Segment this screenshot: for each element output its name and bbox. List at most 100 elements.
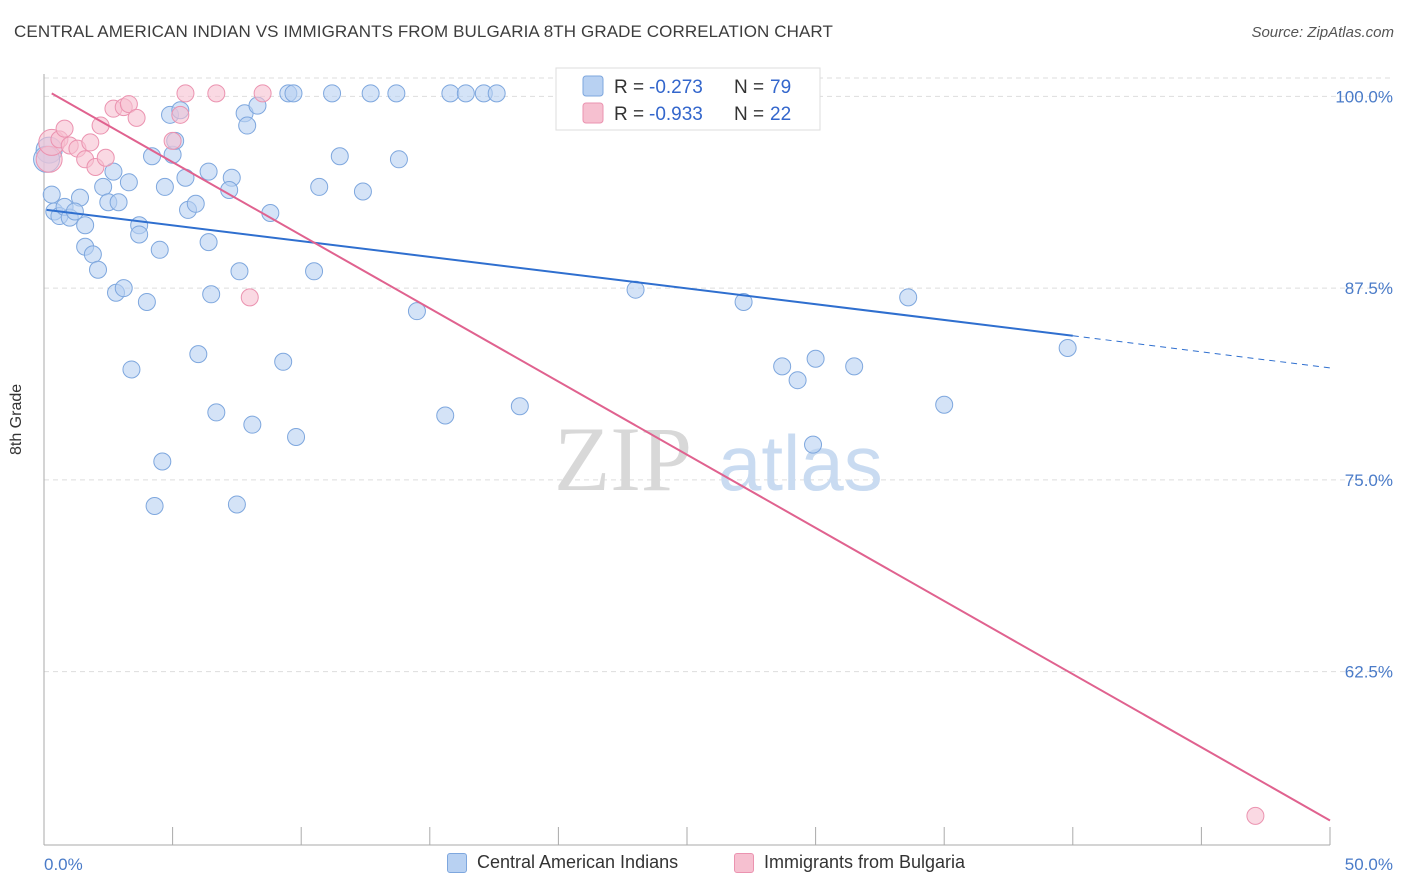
point-central-american-indians-69 xyxy=(773,357,792,376)
gridlines xyxy=(44,77,1392,673)
y-tick-label-2: 87.5% xyxy=(1345,279,1393,298)
point-bulgaria-15 xyxy=(163,131,182,150)
legend-r-value-1: -0.273 xyxy=(649,77,703,98)
point-central-american-indians-68 xyxy=(734,292,753,311)
watermark-atlas: atlas xyxy=(718,419,883,507)
point-central-american-indians-18 xyxy=(122,360,141,379)
point-central-american-indians-70 xyxy=(788,371,807,390)
trend-line-central-american-indians-extension xyxy=(1072,335,1331,369)
bottom-legend-swatch-pink xyxy=(734,852,754,873)
point-central-american-indians-50 xyxy=(284,84,303,103)
point-central-american-indians-34 xyxy=(189,345,208,364)
point-central-american-indians-35 xyxy=(199,162,218,181)
chart-title: CENTRAL AMERICAN INDIAN VS IMMIGRANTS FR… xyxy=(14,22,833,41)
point-central-american-indians-7 xyxy=(76,216,95,235)
axes xyxy=(43,74,1331,846)
point-central-american-indians-54 xyxy=(323,84,342,103)
point-bulgaria-14 xyxy=(127,108,146,127)
bottom-legend-item-bulgaria[interactable]: Immigrants from Bulgaria xyxy=(734,852,965,873)
point-bulgaria-16 xyxy=(171,105,190,124)
legend-r-value-2: -0.933 xyxy=(649,104,703,125)
point-central-american-indians-25 xyxy=(153,452,172,471)
point-bulgaria-13 xyxy=(119,95,138,114)
trend-line-central-american-indians xyxy=(46,208,1073,337)
bottom-legend: Central American Indians Immigrants from… xyxy=(0,852,1406,878)
point-central-american-indians-42 xyxy=(230,262,249,281)
legend-n-label-2: N = xyxy=(734,104,764,125)
legend-r-label-1: R = xyxy=(614,77,644,98)
point-bulgaria-18 xyxy=(207,84,226,103)
point-central-american-indians-16 xyxy=(114,279,133,298)
point-central-american-indians-33 xyxy=(186,194,205,213)
series-bulgaria-points xyxy=(35,84,1265,825)
point-central-american-indians-26 xyxy=(155,177,174,196)
point-central-american-indians-24 xyxy=(150,240,169,259)
point-central-american-indians-51 xyxy=(287,427,306,446)
point-bulgaria-21 xyxy=(1246,806,1265,825)
bottom-legend-swatch-blue xyxy=(447,852,467,873)
legend-r-label-2: R = xyxy=(614,104,644,125)
point-central-american-indians-11 xyxy=(94,177,113,196)
bottom-legend-label-b: Immigrants from Bulgaria xyxy=(764,852,966,872)
point-central-american-indians-37 xyxy=(202,285,221,304)
point-bulgaria-3 xyxy=(55,119,74,138)
point-central-american-indians-75 xyxy=(935,395,954,414)
legend-n-value-1: 79 xyxy=(770,77,791,98)
point-central-american-indians-74 xyxy=(899,288,918,307)
point-central-american-indians-47 xyxy=(261,203,280,222)
legend-n-label-1: N = xyxy=(734,77,764,98)
watermark-zip: ZIP xyxy=(554,408,692,510)
point-central-american-indians-57 xyxy=(361,84,380,103)
point-central-american-indians-62 xyxy=(441,84,460,103)
y-tick-label-3: 100.0% xyxy=(1335,87,1393,106)
point-central-american-indians-9 xyxy=(83,245,102,264)
point-central-american-indians-38 xyxy=(207,403,226,422)
point-central-american-indians-13 xyxy=(104,162,123,181)
point-central-american-indians-59 xyxy=(389,150,408,169)
point-central-american-indians-61 xyxy=(436,406,455,425)
point-central-american-indians-45 xyxy=(243,415,262,434)
point-central-american-indians-60 xyxy=(407,302,426,321)
point-central-american-indians-66 xyxy=(510,397,529,416)
y-tick-label-1: 75.0% xyxy=(1345,471,1393,490)
point-central-american-indians-41 xyxy=(227,495,246,514)
point-central-american-indians-17 xyxy=(119,173,138,192)
point-central-american-indians-23 xyxy=(145,496,164,515)
point-central-american-indians-15 xyxy=(109,193,128,212)
trend-line-bulgaria xyxy=(51,92,1331,822)
legend-swatch-blue xyxy=(582,75,604,97)
point-central-american-indians-65 xyxy=(487,84,506,103)
point-central-american-indians-76 xyxy=(1058,338,1077,357)
legend-swatch-pink xyxy=(582,102,604,124)
point-central-american-indians-52 xyxy=(305,262,324,281)
point-central-american-indians-0 xyxy=(42,185,61,204)
point-bulgaria-7 xyxy=(81,133,100,152)
bottom-legend-item-central-american-indians[interactable]: Central American Indians xyxy=(447,852,678,873)
point-central-american-indians-55 xyxy=(330,147,349,166)
point-central-american-indians-71 xyxy=(804,435,823,454)
x-tick-label-1: 50.0% xyxy=(1345,855,1393,874)
y-tick-label-0: 62.5% xyxy=(1345,663,1393,682)
x-tick-label-0: 0.0% xyxy=(44,855,83,874)
point-central-american-indians-63 xyxy=(456,84,475,103)
point-central-american-indians-21 xyxy=(137,292,156,311)
point-central-american-indians-20 xyxy=(130,225,149,244)
point-central-american-indians-72 xyxy=(806,349,825,368)
point-central-american-indians-73 xyxy=(845,357,864,376)
point-central-american-indians-10 xyxy=(89,260,108,279)
point-bulgaria-19 xyxy=(240,288,259,307)
point-central-american-indians-44 xyxy=(238,116,257,135)
point-central-american-indians-36 xyxy=(199,233,218,252)
point-central-american-indians-53 xyxy=(310,177,329,196)
point-central-american-indians-48 xyxy=(274,352,293,371)
point-bulgaria-17 xyxy=(176,84,195,103)
watermark: ZIP atlas xyxy=(554,408,883,510)
point-bulgaria-10 xyxy=(96,148,115,167)
bottom-legend-label-a: Central American Indians xyxy=(477,852,679,872)
point-central-american-indians-58 xyxy=(387,84,406,103)
point-central-american-indians-56 xyxy=(353,182,372,201)
tick-labels: 62.5% 75.0% 87.5% 100.0% 0.0% 50.0% xyxy=(44,87,1393,874)
legend-n-value-2: 22 xyxy=(770,104,791,125)
trend-lines xyxy=(46,92,1331,822)
